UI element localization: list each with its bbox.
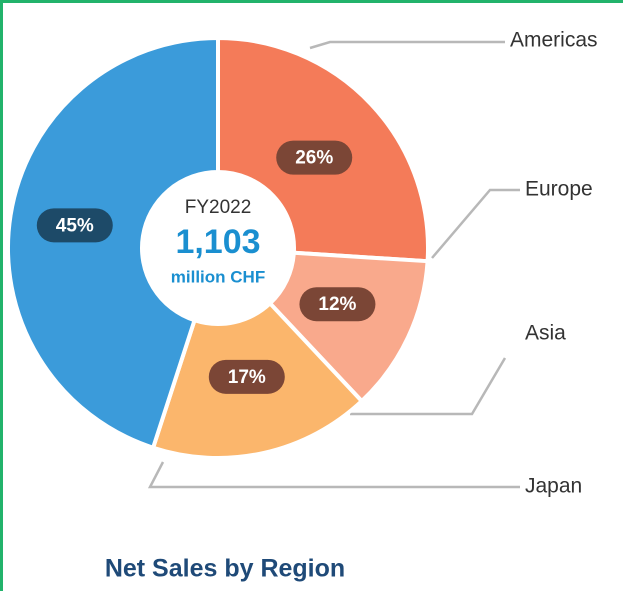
leader-line — [309, 40, 505, 50]
legend-label: Asia — [525, 322, 566, 345]
value-label: 45% — [56, 215, 94, 236]
leader-line — [431, 188, 520, 259]
value-label: 17% — [228, 367, 266, 388]
leader-line — [350, 357, 507, 416]
value-label-pill — [276, 140, 353, 175]
legend-label: Japan — [525, 475, 582, 498]
center-text: 1,103 — [175, 223, 260, 261]
center-text: million CHF — [171, 267, 265, 286]
chart-title: Net Sales by Region — [105, 555, 345, 583]
value-label: 26% — [295, 148, 333, 169]
center-text: FY2022 — [185, 197, 252, 218]
donut-slice — [6, 35, 220, 451]
value-label-pill — [299, 287, 376, 322]
value-label: 12% — [318, 294, 356, 315]
value-label-pill — [208, 359, 285, 394]
legend-label: Americas — [510, 29, 598, 52]
donut-hole — [144, 174, 292, 322]
legend-label: Europe — [525, 178, 593, 201]
value-label-pill — [36, 208, 113, 243]
leader-line — [147, 461, 520, 489]
